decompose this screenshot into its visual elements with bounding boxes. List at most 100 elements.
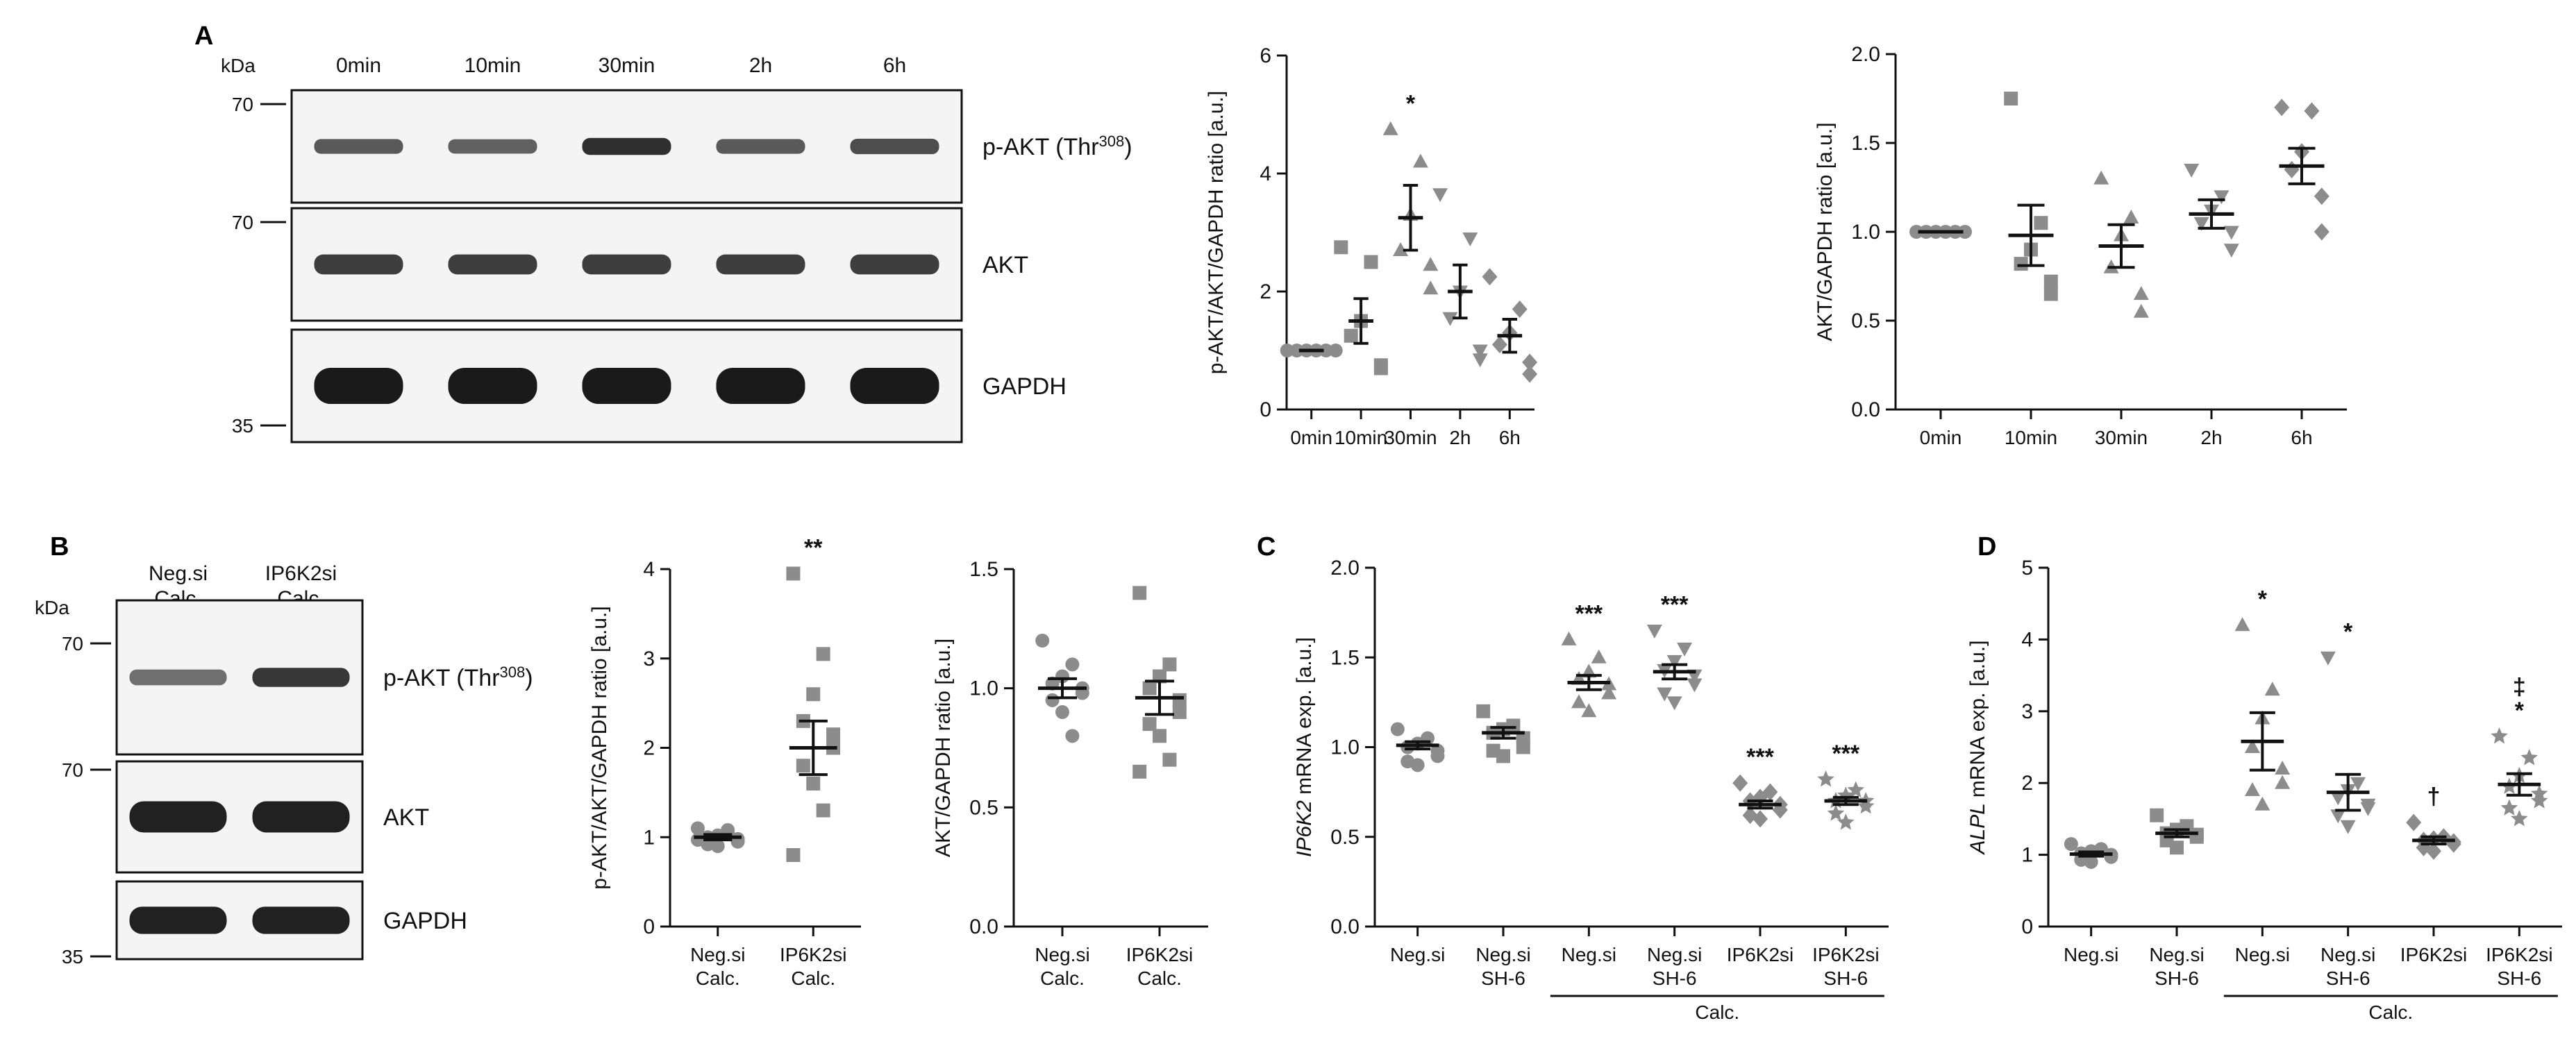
category-label: SH-6 (2155, 967, 2199, 989)
data-point (2034, 216, 2048, 230)
blot-row-label: GAPDH (982, 373, 1067, 400)
lane-label: 2h (749, 54, 772, 77)
y-axis-label-gene: ALPL (1966, 797, 1989, 855)
blot-band (448, 139, 537, 154)
data-point (1958, 225, 1972, 239)
data-point (1837, 813, 1855, 830)
data-point (2500, 799, 2518, 815)
blot-row-label: AKT (982, 252, 1028, 278)
significance-label: *** (1575, 600, 1603, 627)
kda-label: kDa (221, 55, 256, 76)
data-point (1496, 749, 1510, 763)
data-point (690, 821, 705, 836)
data-point (2426, 842, 2441, 860)
group-label: Calc. (1695, 1001, 1739, 1023)
blot-band (252, 801, 350, 833)
data-point (1328, 344, 1343, 357)
panel-label-c: C (1257, 532, 1276, 561)
category-label: Calc. (1040, 967, 1085, 989)
data-point (1410, 758, 1425, 772)
mw-marker-label: 70 (62, 633, 83, 654)
blot-band (252, 906, 350, 934)
panel-label-d: D (1977, 532, 1996, 561)
significance-label: *** (1746, 744, 1774, 770)
y-tick-label: 0.5 (1330, 826, 1360, 849)
data-point (710, 839, 725, 854)
data-point (1142, 717, 1157, 732)
significance-label: *** (1661, 591, 1689, 618)
mw-marker-label: 70 (232, 94, 253, 115)
data-point (1430, 749, 1445, 763)
category-label: SH-6 (1653, 967, 1697, 989)
category-label: SH-6 (2497, 967, 2541, 989)
blot-row-label: p-AKT (Thr308) (383, 664, 533, 691)
data-point (1522, 365, 1538, 383)
category-label: IP6K2si (1126, 944, 1194, 965)
data-point (1491, 336, 1507, 353)
y-tick-label: 1.5 (1330, 646, 1360, 669)
y-tick-label: 0.0 (1851, 398, 1880, 421)
blot-band (582, 137, 671, 155)
panel-label-b: B (50, 532, 69, 561)
data-point (1753, 810, 1768, 828)
data-point (2330, 791, 2346, 806)
data-point (1280, 344, 1294, 357)
category-label: Neg.si (1647, 944, 1702, 965)
y-tick-label: 4 (643, 558, 655, 581)
data-point (1390, 722, 1405, 736)
blot-band (314, 139, 403, 154)
data-point (1132, 764, 1147, 779)
data-point (2244, 782, 2260, 797)
lane-label: 6h (883, 54, 906, 77)
data-point (1827, 804, 1845, 821)
y-axis-label-gene: IP6K2 (1293, 795, 1316, 857)
y-tick-label: 1.5 (969, 558, 998, 581)
category-label: IP6K2si (1812, 944, 1880, 965)
category-label: SH-6 (1823, 967, 1868, 989)
y-tick-label: 1 (2021, 844, 2033, 867)
blot-band (850, 138, 939, 155)
data-point (1334, 240, 1348, 255)
lane-label: Neg.si (149, 562, 208, 585)
data-point (1172, 693, 1187, 707)
blot-band (314, 254, 403, 275)
data-point (2406, 813, 2422, 831)
y-tick-label: 4 (1260, 162, 1271, 185)
blot-row-label-text: GAPDH (982, 373, 1067, 400)
category-label: Neg.si (2320, 944, 2375, 965)
blot-row-label-close: ) (525, 665, 533, 691)
panel-label-a: A (194, 22, 213, 51)
data-point (1153, 729, 1166, 743)
data-point (1132, 586, 1147, 600)
blot-row-label-text: p-AKT (Thr (383, 665, 500, 691)
y-tick-label: 1.5 (1851, 132, 1880, 155)
y-axis-label-text: mRNA exp. [a.u.] (1293, 637, 1316, 795)
blot-row-label-text: AKT (982, 252, 1028, 278)
data-point (2320, 651, 2336, 666)
data-point (2223, 244, 2239, 258)
blot-row-label: AKT (383, 804, 429, 831)
data-point (2170, 840, 2184, 855)
data-point (1512, 301, 1528, 318)
data-point (1162, 657, 1177, 672)
y-tick-label: 1.0 (969, 677, 998, 700)
data-point (1373, 361, 1388, 375)
data-point (2330, 809, 2346, 824)
data-point (1442, 312, 1458, 326)
y-tick-label: 6 (1260, 44, 1271, 67)
data-point (2150, 808, 2164, 822)
data-point (1601, 685, 1617, 700)
y-tick-label: 2 (643, 737, 655, 760)
significance-label: † (2427, 784, 2441, 810)
y-tick-label: 2 (1260, 280, 1271, 303)
mw-marker-label: 70 (62, 759, 83, 781)
data-point (1657, 687, 1673, 702)
data-point (1319, 344, 1333, 357)
y-tick-label: 0.5 (1851, 310, 1880, 332)
data-point (1666, 696, 1682, 711)
data-point (1172, 705, 1187, 719)
data-point (1065, 657, 1080, 672)
data-point (1472, 344, 1488, 359)
